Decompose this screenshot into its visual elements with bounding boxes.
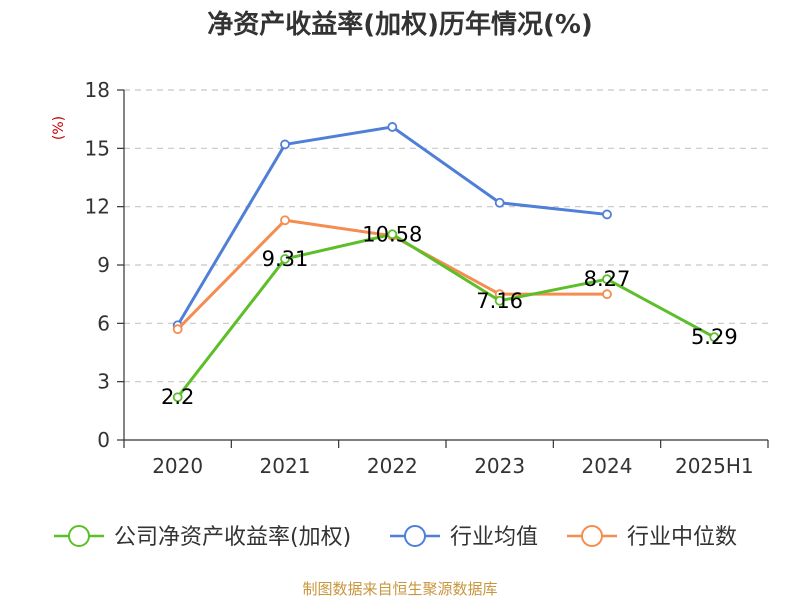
y-tick-label: 18 (85, 78, 110, 102)
y-tick-label: 3 (97, 370, 110, 394)
data-point (172, 392, 183, 403)
data-label: 8.27 (584, 267, 631, 291)
data-point (602, 209, 612, 220)
legend-marker (581, 525, 603, 547)
source-note: 制图数据来自恒生聚源数据库 (302, 580, 497, 598)
data-label: 2.2 (161, 385, 194, 409)
data-label: 5.29 (691, 325, 738, 349)
data-point (494, 295, 505, 306)
data-point (387, 229, 398, 240)
data-point (280, 215, 290, 226)
data-point (172, 324, 183, 335)
series-layer (172, 122, 720, 403)
data-point (602, 274, 612, 285)
data-point (280, 254, 290, 264)
axes: 0 3 6 9 12 15 18 2020 2021 2022 2023 2024 2025H1 (85, 78, 769, 478)
x-tick-label: 2021 (260, 454, 311, 478)
legend: 公司净资产收益率(加权) 行业均值 行业中位数 (54, 525, 737, 550)
legend-marker (404, 525, 426, 547)
y-tick-label: 9 (97, 253, 110, 277)
y-axis-unit: (%) (51, 116, 67, 140)
legend-marker (68, 525, 90, 547)
data-point (280, 139, 290, 150)
chart-title: 净资产收益率(加权)历年情况(%) (207, 9, 593, 40)
x-tick-label: 2025H1 (675, 454, 754, 478)
data-point (709, 332, 720, 343)
data-label: 7.16 (476, 289, 523, 313)
data-label: 9.31 (262, 247, 309, 271)
grid-lines (124, 89, 768, 383)
y-tick-label: 12 (85, 195, 110, 219)
data-label: 10.58 (362, 222, 422, 246)
x-tick-label: 2024 (582, 454, 633, 478)
data-labels: 2.2 9.31 10.58 7.16 8.27 5.29 (161, 222, 738, 409)
y-tick-label: 0 (97, 428, 110, 452)
x-tick-label: 2023 (474, 454, 525, 478)
series-line (176, 232, 716, 399)
data-point (494, 197, 505, 208)
data-point (602, 289, 612, 300)
data-point (387, 122, 398, 132)
legend-label: 公司净资产收益率(加权) (114, 525, 351, 550)
x-tick-label: 2022 (367, 454, 418, 478)
x-tick-label: 2020 (152, 454, 203, 478)
y-tick-label: 15 (85, 136, 110, 160)
legend-label: 行业均值 (450, 525, 538, 550)
y-tick-label: 6 (97, 311, 110, 335)
legend-label: 行业中位数 (627, 525, 737, 550)
